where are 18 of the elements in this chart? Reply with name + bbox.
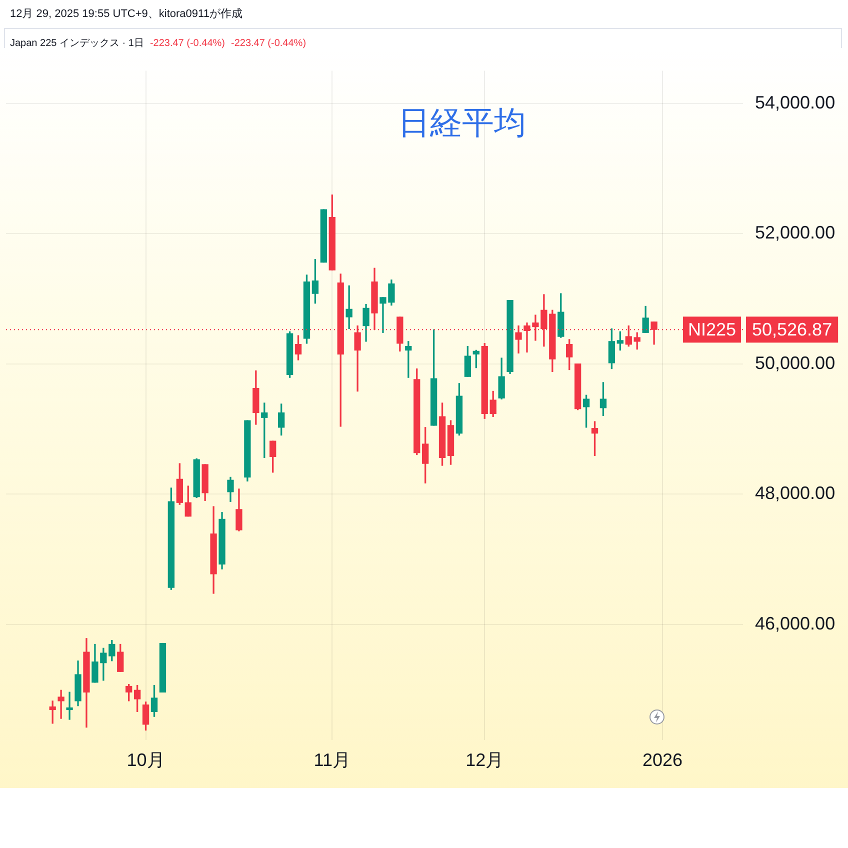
- candlestick: [66, 692, 73, 720]
- x-tick-label: 11月: [314, 750, 350, 770]
- ref-line-label: NI225: [688, 320, 736, 340]
- y-tick-label: 52,000.00: [755, 222, 836, 243]
- text: 50,526.87: [752, 320, 832, 340]
- x-tick-label: 2026: [642, 750, 683, 770]
- x-tick-label: 12月: [466, 750, 504, 770]
- text: -223.47 (-0.44%): [230, 38, 306, 49]
- y-tick-label: 48,000.00: [755, 483, 836, 504]
- x-tick-label: 10月: [126, 750, 165, 770]
- text: 12月 29, 2025 19:55 UTC+9、kitora0911が作成: [10, 7, 242, 21]
- text: Japan 225 インデックス · 1日: [10, 38, 144, 49]
- text: -223.47 (-0.44%): [150, 38, 225, 49]
- candlestick: [58, 690, 64, 719]
- y-tick-label: 46,000.00: [755, 613, 836, 634]
- y-tick-label: 50,000.00: [755, 352, 836, 373]
- text: 日経平均: [398, 103, 526, 142]
- y-tick-label: 54,000.00: [755, 92, 836, 112]
